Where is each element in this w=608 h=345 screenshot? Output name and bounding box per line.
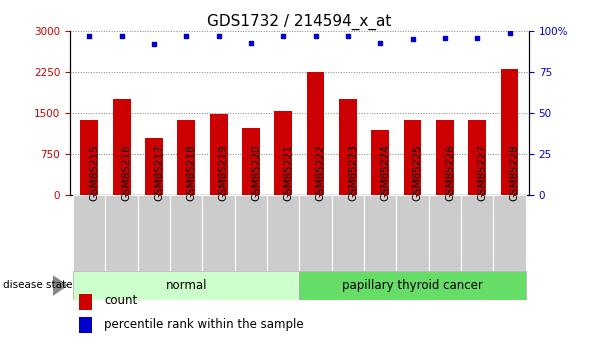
Bar — [332, 195, 364, 271]
Bar — [274, 111, 292, 195]
Bar — [138, 195, 170, 271]
Point — [181, 33, 191, 39]
Bar — [210, 114, 227, 195]
Title: GDS1732 / 214594_x_at: GDS1732 / 214594_x_at — [207, 13, 392, 30]
Point — [149, 41, 159, 47]
Bar — [73, 271, 300, 300]
Text: disease state: disease state — [3, 280, 72, 290]
Text: GSM85219: GSM85219 — [219, 144, 229, 201]
Point — [505, 30, 514, 36]
Point — [472, 35, 482, 40]
Text: GSM85217: GSM85217 — [154, 144, 164, 201]
Text: papillary thyroid cancer: papillary thyroid cancer — [342, 279, 483, 292]
Bar — [267, 195, 299, 271]
Text: normal: normal — [165, 279, 207, 292]
Text: GSM85225: GSM85225 — [413, 144, 423, 201]
Bar — [364, 195, 396, 271]
Point — [246, 40, 256, 45]
Text: GSM85216: GSM85216 — [122, 144, 132, 201]
Point — [311, 33, 320, 39]
Point — [214, 33, 224, 39]
Text: GSM85221: GSM85221 — [283, 144, 293, 201]
Polygon shape — [53, 275, 68, 296]
Bar — [300, 195, 332, 271]
Bar — [178, 120, 195, 195]
Text: GSM85218: GSM85218 — [186, 144, 196, 201]
Point — [440, 35, 450, 40]
Point — [408, 37, 418, 42]
Text: GSM85226: GSM85226 — [445, 144, 455, 201]
Bar — [170, 195, 202, 271]
Bar — [396, 195, 429, 271]
Bar — [494, 195, 526, 271]
Bar — [80, 120, 98, 195]
Bar — [339, 99, 357, 195]
Bar — [429, 195, 461, 271]
Bar — [105, 195, 138, 271]
Text: GSM85222: GSM85222 — [316, 144, 326, 201]
Point — [375, 40, 385, 45]
Bar — [79, 317, 92, 333]
Text: percentile rank within the sample: percentile rank within the sample — [105, 318, 304, 331]
Point — [343, 33, 353, 39]
Bar — [371, 130, 389, 195]
Bar — [145, 138, 163, 195]
Bar — [500, 69, 519, 195]
Bar — [235, 195, 267, 271]
Bar — [242, 128, 260, 195]
Bar — [79, 294, 92, 310]
Text: GSM85215: GSM85215 — [89, 144, 99, 201]
Bar — [436, 120, 454, 195]
Text: GSM85228: GSM85228 — [510, 144, 520, 201]
Bar — [73, 195, 105, 271]
Text: count: count — [105, 294, 137, 307]
Point — [85, 33, 94, 39]
Bar — [112, 99, 131, 195]
Text: GSM85227: GSM85227 — [477, 144, 487, 201]
Bar — [202, 195, 235, 271]
Bar — [300, 271, 526, 300]
Bar — [306, 72, 325, 195]
Bar — [468, 120, 486, 195]
Point — [278, 33, 288, 39]
Text: GSM85224: GSM85224 — [380, 144, 390, 201]
Text: GSM85223: GSM85223 — [348, 144, 358, 201]
Bar — [404, 120, 421, 195]
Text: GSM85220: GSM85220 — [251, 144, 261, 201]
Bar — [461, 195, 494, 271]
Point — [117, 33, 126, 39]
